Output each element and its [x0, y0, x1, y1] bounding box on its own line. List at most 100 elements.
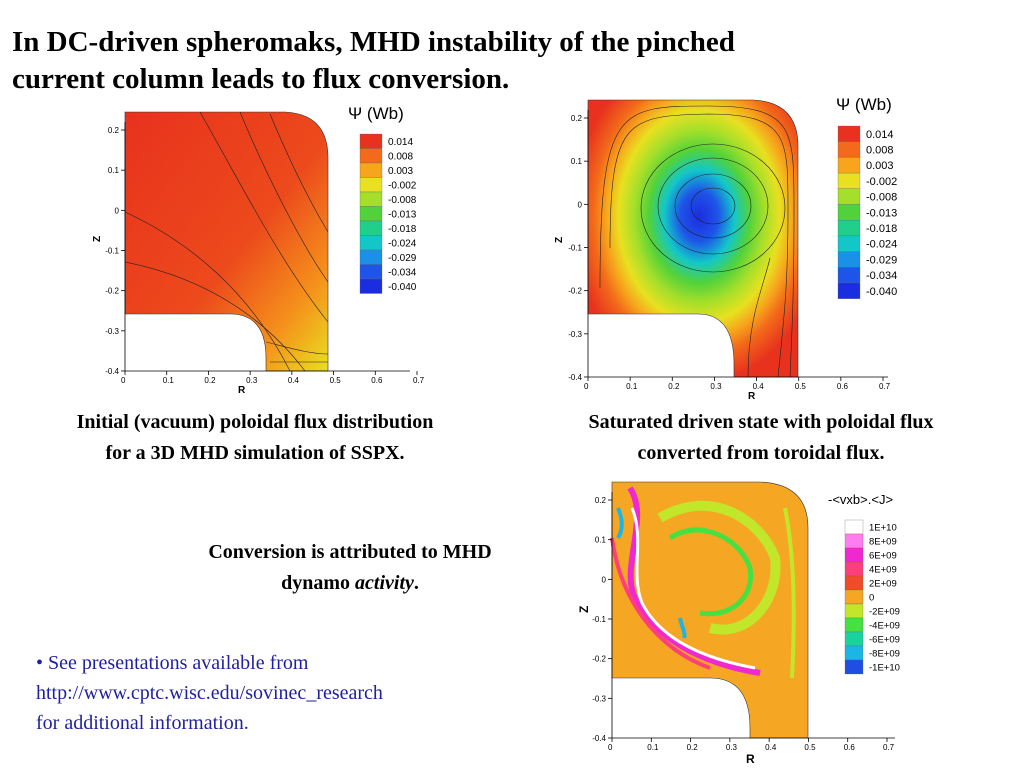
- caption-initial-flux: Initial (vacuum) poloidal flux distribut…: [18, 407, 492, 469]
- slide-title-line-2: current column leads to flux conversion.: [12, 63, 510, 95]
- y-tick-label: 0.1: [108, 166, 120, 175]
- x-tick-label: 0.3: [246, 376, 258, 385]
- slide-title: In DC-driven spheromaks, MHD instability…: [12, 24, 912, 98]
- y-tick-label: 0: [115, 206, 120, 215]
- caption-dynamo-line-2: dynamo activity.: [150, 568, 550, 599]
- legend-level-label: -0.008: [388, 195, 417, 206]
- legend-swatch: [359, 264, 383, 280]
- legend-level-label: -0.013: [388, 209, 417, 220]
- plot2-ylabel: Z: [554, 237, 565, 243]
- y-tick-label: 0: [578, 200, 583, 209]
- x-tick-label: 0.6: [844, 743, 856, 752]
- plot2-legend-title: Ψ (Wb): [836, 95, 892, 114]
- plot1-x-ticks: 0 0.1 0.2 0.3 0.4 0.5 0.6 0.7: [121, 371, 425, 385]
- legend-level-label: -0.024: [388, 238, 417, 249]
- legend-swatch: [359, 177, 383, 193]
- legend-swatch: [844, 589, 864, 605]
- y-tick-label: -0.2: [105, 287, 119, 296]
- y-tick-label: -0.3: [592, 694, 606, 703]
- legend-level-label: -0.034: [866, 270, 897, 282]
- y-tick-label: 0.2: [108, 126, 120, 135]
- y-tick-label: 0.1: [595, 536, 607, 545]
- x-tick-label: 0.2: [204, 376, 216, 385]
- plot3-legend: 1E+10 8E+09 6E+09 4E+09 2E+09 0 -2E+09 -4E+09 -6…: [844, 519, 900, 675]
- legend-swatch: [837, 204, 861, 221]
- plot1-y-ticks: 0.2 0.1 0 -0.1 -0.2 -0.3 -0.4: [105, 126, 125, 376]
- plot1-ylabel: Z: [92, 236, 103, 242]
- legend-swatch: [837, 267, 861, 284]
- plot2-x-ticks: 0 0.1 0.2 0.3 0.4 0.5 0.6 0.7: [584, 377, 891, 391]
- legend-swatch: [837, 251, 861, 268]
- plot1-legend-title: Ψ (Wb): [348, 104, 404, 123]
- x-tick-label: 0.1: [626, 382, 638, 391]
- plot2-contours: [599, 105, 795, 378]
- legend-level-label: 4E+09: [869, 565, 897, 576]
- legend-swatch: [844, 575, 864, 591]
- legend-level-label: -0.002: [866, 176, 897, 188]
- legend-swatch: [837, 188, 861, 205]
- legend-level-label: 0: [869, 593, 874, 604]
- caption-dynamo-prefix: dynamo: [281, 572, 356, 594]
- legend-level-label: -0.018: [388, 224, 417, 235]
- caption-initial-line-1: Initial (vacuum) poloidal flux distribut…: [76, 411, 434, 433]
- legend-swatch: [359, 235, 383, 251]
- x-tick-label: 0: [608, 743, 613, 752]
- legend-swatch: [837, 235, 861, 252]
- x-tick-label: 0.4: [753, 382, 765, 391]
- plot3-xlabel: R: [746, 752, 755, 766]
- legend-swatch: [837, 125, 861, 142]
- plot3-legend-title: -<vxb>.<J>: [828, 492, 893, 507]
- x-tick-label: 0.2: [687, 743, 699, 752]
- legend-level-label: -0.018: [866, 223, 897, 235]
- legend-swatch: [844, 617, 864, 633]
- legend-level-label: -0.002: [388, 180, 417, 191]
- plot2-domain: [587, 99, 799, 378]
- plot1-xlabel: R: [238, 385, 246, 396]
- slide-title-line-1: In DC-driven spheromaks, MHD instability…: [12, 26, 735, 58]
- legend-swatch: [844, 603, 864, 619]
- x-tick-label: 0.5: [795, 382, 807, 391]
- legend-level-label: 0.003: [388, 166, 413, 177]
- legend-swatch: [844, 659, 864, 675]
- x-tick-label: 0: [584, 382, 589, 391]
- bullet-line-3: for additional information.: [36, 712, 249, 734]
- x-tick-label: 0.5: [804, 743, 816, 752]
- legend-swatch: [844, 645, 864, 661]
- legend-level-label: 0.008: [388, 151, 413, 162]
- legend-level-label: -0.040: [866, 286, 897, 298]
- plot1-contours: [124, 111, 329, 372]
- y-tick-label: -0.1: [568, 244, 582, 253]
- legend-swatch: [359, 191, 383, 207]
- legend-level-label: 0.014: [866, 129, 894, 141]
- legend-swatch: [359, 220, 383, 236]
- legend-level-label: 6E+09: [869, 551, 897, 562]
- legend-level-label: 1E+10: [869, 523, 897, 534]
- y-tick-label: -0.1: [105, 247, 119, 256]
- y-tick-label: 0.2: [571, 114, 583, 123]
- x-tick-label: 0.4: [765, 743, 777, 752]
- legend-swatch: [359, 162, 383, 178]
- flux-plot-saturated: 0 0.1 0.2 0.3 0.4 0.5 0.6 0.7 0.2 0.1 0 -0.1 -0.2 -0…: [554, 95, 897, 402]
- plot3-y-ticks: 0.2 0.1 0 -0.1 -0.2 -0.3 -0.4: [592, 496, 612, 743]
- legend-swatch: [359, 206, 383, 222]
- legend-level-label: 0.014: [388, 137, 413, 148]
- legend-level-label: -4E+09: [869, 621, 900, 632]
- x-tick-label: 0.3: [726, 743, 738, 752]
- legend-swatch: [837, 157, 861, 174]
- plot2-xlabel: R: [748, 391, 756, 402]
- caption-saturated-state: Saturated driven state with poloidal flu…: [526, 407, 996, 469]
- info-bullet: • See presentations available from http:…: [36, 648, 506, 738]
- legend-level-label: 0.008: [866, 144, 894, 156]
- x-tick-label: 0.1: [163, 376, 175, 385]
- x-tick-label: 0.7: [413, 376, 425, 385]
- dynamo-plot: 0 0.1 0.2 0.3 0.4 0.5 0.6 0.7 0.2 0.1 0 -0.1 -0.2 -0…: [577, 481, 900, 766]
- bullet-link-url[interactable]: http://www.cptc.wisc.edu/sovinec_researc…: [36, 682, 383, 704]
- x-tick-label: 0.2: [668, 382, 680, 391]
- caption-dynamo-italic: activity: [355, 572, 414, 594]
- legend-swatch: [837, 282, 861, 299]
- plot2-legend: 0.014 0.008 0.003 -0.002 -0.008 -0.013 -0.018 -…: [837, 125, 897, 299]
- x-tick-label: 0.7: [879, 382, 891, 391]
- y-tick-label: -0.4: [568, 373, 582, 382]
- x-tick-label: 0.5: [330, 376, 342, 385]
- y-tick-label: -0.4: [105, 367, 119, 376]
